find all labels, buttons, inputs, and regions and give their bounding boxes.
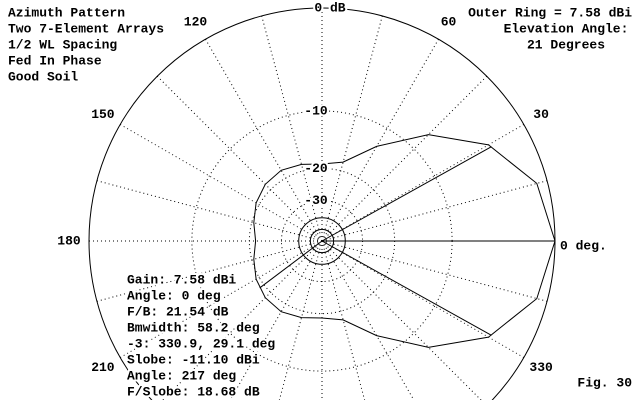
- spoke: [321, 240, 366, 400]
- info-line: Bmwidth: 58.2 deg: [127, 320, 260, 335]
- info-line: Angle: 0 deg: [127, 288, 221, 303]
- spoke: [321, 180, 548, 242]
- ray: [321, 146, 492, 242]
- info-line: Gain: 7.58 dBi: [127, 272, 236, 287]
- ring-label: -20: [304, 161, 328, 176]
- angle-label: 150: [91, 107, 115, 122]
- angle-label: 60: [441, 14, 457, 29]
- title-line: 1/2 WL Spacing: [8, 37, 117, 52]
- angle-label: 180: [57, 233, 81, 248]
- spoke: [321, 240, 525, 358]
- spoke: [321, 75, 488, 242]
- info-line: Angle: 217 deg: [127, 368, 236, 383]
- ring-label: 0 dB: [314, 0, 345, 15]
- spoke: [96, 180, 323, 242]
- title-line: Two 7-Element Arrays: [8, 21, 164, 36]
- title-line: Good Soil: [8, 69, 78, 84]
- outer-ring: Outer Ring = 7.58 dBi: [468, 5, 632, 20]
- title-line: Azimuth Pattern: [8, 5, 125, 20]
- angle-label: 330: [529, 360, 553, 375]
- title-line: Fed In Phase: [8, 53, 102, 68]
- spoke: [321, 124, 525, 242]
- spoke: [156, 75, 323, 242]
- info-line: F/Slobe: 18.68 dB: [127, 384, 260, 399]
- spoke: [205, 38, 323, 242]
- spoke: [119, 124, 323, 242]
- angle-label: 0 deg.: [560, 238, 607, 253]
- angle-label: 30: [533, 107, 549, 122]
- info-line: F/B: 21.54 dB: [127, 304, 229, 319]
- angle-label: 210: [91, 360, 115, 375]
- pattern: [253, 134, 556, 348]
- spoke: [321, 240, 482, 400]
- info-line: Slobe: -11.10 dBi: [127, 352, 260, 367]
- ray: [259, 240, 323, 289]
- spoke: [96, 240, 323, 302]
- spoke: [261, 15, 323, 242]
- angle-label: 120: [184, 14, 208, 29]
- marks: [253, 134, 556, 348]
- ring-label: -10: [304, 103, 328, 118]
- info-line: -3: 330.9, 29.1 deg: [127, 336, 275, 351]
- ring-label: -30: [304, 193, 328, 208]
- spoke: [321, 38, 439, 242]
- elevation: Elevation Angle:: [504, 21, 629, 36]
- spoke: [321, 240, 548, 302]
- spoke: [119, 240, 323, 358]
- spoke: [162, 240, 323, 400]
- ray: [321, 240, 492, 336]
- labels: 0 dB -10 -20 -30 0 deg. 30 60 120 150 180 210 330 Az…: [8, 0, 632, 400]
- spoke: [278, 240, 323, 400]
- spoke: [321, 15, 383, 242]
- spoke: [229, 240, 323, 400]
- spoke: [321, 240, 415, 400]
- figure-label: Fig. 30: [577, 375, 632, 390]
- elevation: 21 Degrees: [527, 37, 605, 52]
